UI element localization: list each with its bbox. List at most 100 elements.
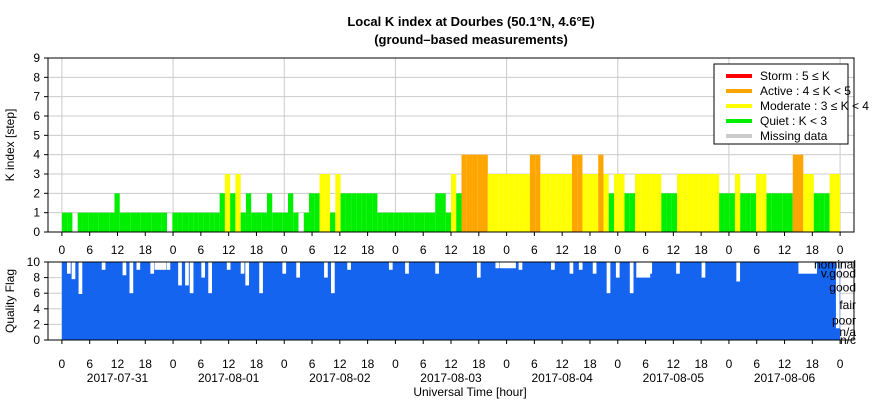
k-bar (240, 212, 246, 232)
q-x-tick-label: 12 (111, 357, 125, 371)
k-bar (703, 174, 709, 232)
quality-label: n/a (839, 325, 856, 339)
quality-dip (578, 262, 583, 270)
k-bar (293, 212, 299, 232)
q-x-tick-label: 18 (472, 357, 486, 371)
quality-dip (136, 262, 141, 270)
k-bar (508, 174, 515, 232)
k-x-tick-label: 0 (281, 243, 288, 257)
k-bar (256, 212, 262, 232)
k-x-tick-label: 6 (642, 243, 649, 257)
quality-dip (615, 262, 620, 278)
k-bar (103, 212, 110, 232)
k-bar (214, 212, 220, 232)
q-y-tick-label: 0 (33, 333, 40, 347)
k-bar (335, 174, 341, 232)
quality-dip (259, 262, 263, 294)
k-bar (382, 212, 388, 232)
quality-dip (606, 262, 611, 294)
k-y-tick-label: 5 (33, 128, 40, 142)
q-y-tick-label: 8 (33, 271, 40, 285)
k-x-tick-label: 12 (333, 243, 347, 257)
quality-label: n/c (840, 333, 856, 347)
k-bar (319, 174, 325, 232)
q-x-tick-label: 12 (222, 357, 236, 371)
q-y-ticks: 0 24 68 10 (27, 255, 48, 347)
k-bar (345, 193, 352, 232)
k-x-ticks: 0 6 12 18 0 6 12 18 0 6 12 18 0 6 12 18 0 6 12 18 0 6 12 18 0 6 12… (59, 232, 844, 257)
k-bar (177, 212, 183, 232)
q-x-tick-label: 6 (753, 357, 760, 371)
k-bar (824, 193, 830, 232)
quality-dip (150, 262, 155, 274)
k-bar (582, 174, 588, 232)
k-bar (366, 193, 373, 232)
quality-dip (551, 262, 555, 270)
k-bar (303, 212, 310, 232)
k-x-tick-label: 0 (392, 243, 399, 257)
k-bar (614, 174, 620, 232)
q-x-tick-label: 12 (778, 357, 792, 371)
q-x-tick-label: 0 (726, 357, 733, 371)
quality-dip (282, 262, 287, 274)
k-bar (682, 174, 688, 232)
k-bar (661, 193, 667, 232)
k-bar (429, 212, 436, 232)
quality-dip (476, 262, 481, 278)
k-bar (629, 193, 636, 232)
k-bar (135, 212, 141, 232)
k-x-tick-label: 18 (806, 243, 820, 257)
k-bar (519, 174, 525, 232)
q-x-tick-label: 6 (86, 357, 93, 371)
k-bar (524, 174, 530, 232)
quality-dip (78, 262, 83, 294)
quality-dip (676, 262, 680, 274)
k-bar (566, 174, 572, 232)
k-bar (435, 193, 441, 232)
k-bar (119, 212, 125, 232)
quality-dip (129, 262, 134, 294)
k-bar (377, 212, 383, 232)
day-label: 2017-08-06 (754, 371, 816, 385)
quality-dip (331, 262, 335, 294)
quality-dip (185, 262, 189, 286)
k-x-tick-label: 12 (111, 243, 125, 257)
quality-dip (296, 262, 300, 278)
k-bar (719, 193, 725, 232)
k-bar (188, 212, 194, 232)
k-bar (251, 212, 257, 232)
k-bar (571, 154, 578, 232)
q-x-tick-label: 6 (531, 357, 538, 371)
k-bar (556, 174, 562, 232)
k-y-axis-label: K index [step] (3, 109, 17, 182)
k-bar (808, 174, 814, 232)
k-bar (456, 193, 462, 232)
k-bar (834, 174, 841, 232)
q-x-tick-label: 18 (806, 357, 820, 371)
k-bar (545, 174, 551, 232)
k-bar (140, 212, 147, 232)
k-y-tick-label: 4 (33, 148, 40, 162)
k-bar (771, 193, 778, 232)
q-x-tick-label: 0 (59, 357, 66, 371)
day-label: 2017-08-01 (198, 371, 260, 385)
k-bar (340, 193, 346, 232)
k-bar (408, 212, 415, 232)
quality-dip-wide (154, 262, 167, 270)
k-x-tick-label: 18 (250, 243, 264, 257)
k-bar (114, 193, 120, 232)
k-y-tick-label: 3 (33, 167, 40, 181)
q-x-tick-label: 6 (642, 357, 649, 371)
quality-dip (592, 262, 597, 274)
k-bar (798, 154, 804, 232)
k-x-tick-label: 0 (170, 243, 177, 257)
k-bars (61, 154, 841, 232)
q-y-tick-label: 10 (27, 255, 41, 269)
quality-dip (569, 262, 574, 274)
k-bar (708, 174, 714, 232)
k-x-tick-label: 18 (361, 243, 375, 257)
k-bar (424, 212, 430, 232)
quality-dip (189, 262, 194, 294)
k-bar (88, 212, 94, 232)
